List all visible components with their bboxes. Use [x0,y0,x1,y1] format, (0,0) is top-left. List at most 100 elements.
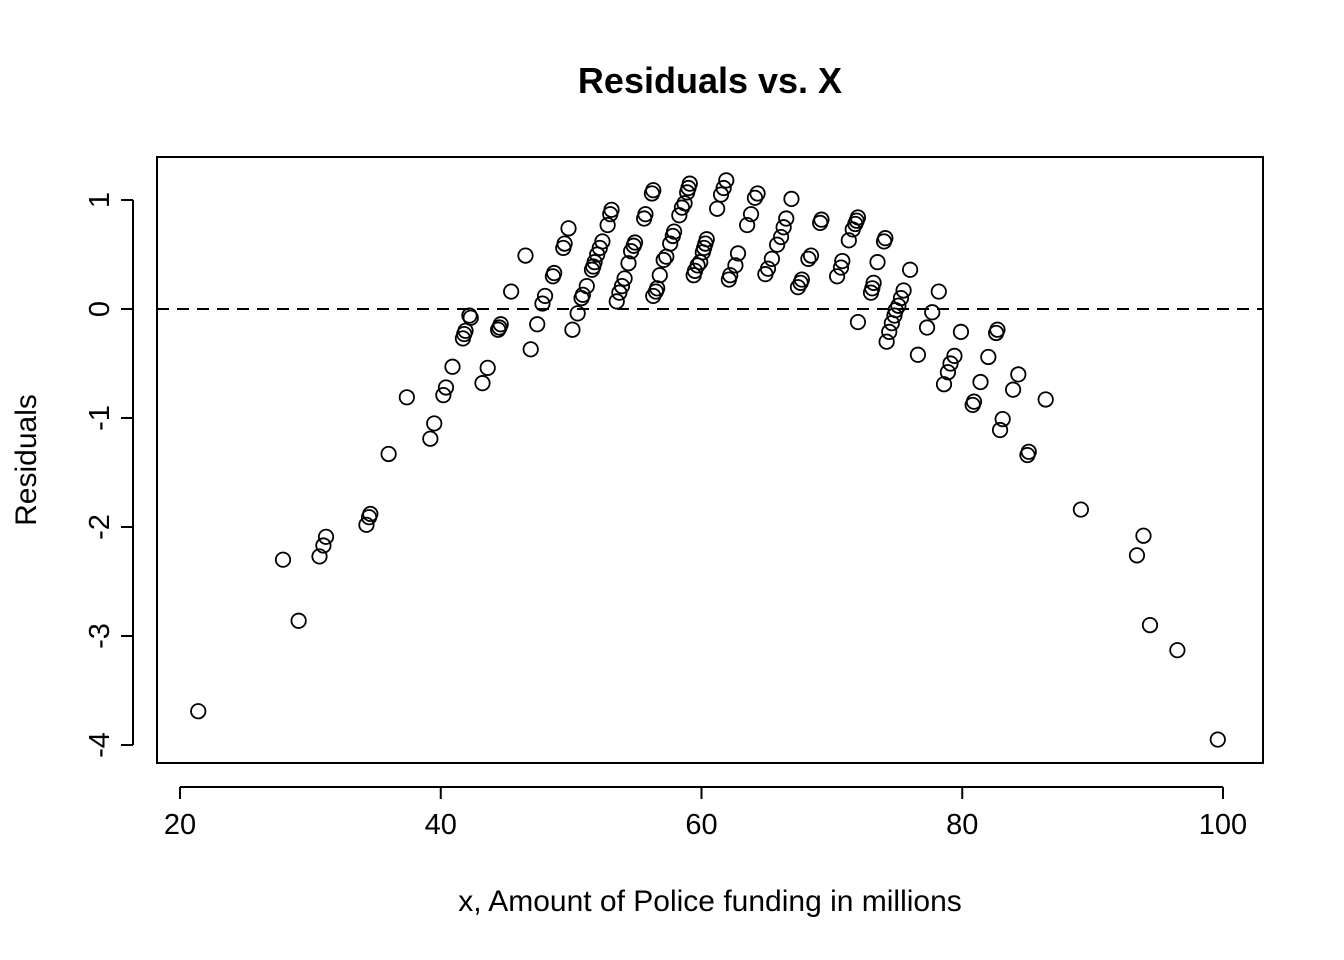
y-tick-label: -2 [84,514,116,540]
data-point [828,268,846,285]
data-point [991,421,1009,439]
data-point [802,247,820,264]
data-point [849,313,867,331]
data-point [775,219,792,236]
data-point [1141,616,1159,634]
data-point [658,248,675,265]
data-point [989,321,1006,338]
data-point [620,255,637,272]
data-point [1072,501,1089,518]
data-point [1004,381,1022,398]
data-point [536,287,554,305]
data-points [190,172,1226,748]
data-point [274,551,292,568]
data-point [317,528,335,545]
data-point [881,323,898,340]
data-point [972,373,989,391]
data-point [574,286,591,303]
data-point [924,304,941,321]
data-point [918,319,936,336]
data-point [793,271,810,288]
x-tick-label: 80 [946,809,978,841]
data-point [362,505,379,523]
data-point [980,348,997,366]
data-point [662,235,679,252]
data-point [1135,527,1152,544]
data-point [994,410,1011,428]
data-point [727,257,744,274]
data-point [709,200,726,217]
data-point [517,247,534,264]
x-axis-label: x, Amount of Police funding in millions [458,885,962,918]
data-point [865,274,882,291]
data-point [869,254,886,271]
y-tick-label: -4 [84,732,116,758]
data-point [832,259,850,276]
data-point [718,172,735,189]
data-point [840,232,857,249]
data-point [813,211,830,228]
data-point [1020,443,1037,460]
data-point [800,250,817,267]
data-point [556,235,573,252]
y-tick-label: -3 [84,623,116,649]
data-point [651,267,668,284]
data-point [1010,366,1027,383]
data-point [564,321,581,338]
chart-title: Residuals vs. X [578,60,842,101]
data-point [437,379,455,396]
data-point [586,254,603,271]
data-point [1169,642,1186,659]
data-point [722,267,739,284]
data-point [637,206,654,223]
data-point [749,185,766,202]
data-point [578,278,595,295]
data-point [895,282,912,299]
data-point [772,228,790,246]
data-point [529,316,546,333]
x-axis: 20 40 60 80 100 [164,786,1247,841]
data-point [946,347,963,364]
data-point [930,283,947,300]
data-point [935,376,953,393]
data-point [909,346,927,363]
data-point [444,358,461,375]
data-point [474,375,491,392]
x-tick-label: 20 [164,809,196,841]
data-point [435,387,452,404]
data-point [461,307,478,324]
data-point [901,261,919,278]
data-point [655,251,672,269]
x-tick-label: 100 [1199,809,1247,841]
data-point [608,293,625,310]
data-point [380,445,397,463]
data-point [676,195,693,212]
data-point [681,175,698,192]
data-point [877,230,894,247]
data-point [546,264,563,282]
y-axis: -4 -3 -2 -1 0 1 [84,192,134,758]
data-point [398,389,415,406]
data-point [742,206,760,223]
data-point [290,612,307,629]
data-point [560,220,577,237]
data-point [892,289,910,307]
data-point [1209,731,1226,748]
data-point [492,316,509,333]
data-point [739,216,756,234]
data-point [358,516,375,533]
data-point [942,355,959,372]
data-point [1037,391,1054,408]
data-point [426,415,443,432]
data-point [190,703,207,720]
data-point [763,250,781,267]
data-point [939,364,957,381]
y-tick-label: -1 [84,405,116,431]
data-point [594,233,611,250]
data-point [890,297,907,314]
data-point [729,245,747,262]
data-point [462,309,479,326]
data-point [759,260,777,277]
plot-frame [156,156,1264,764]
